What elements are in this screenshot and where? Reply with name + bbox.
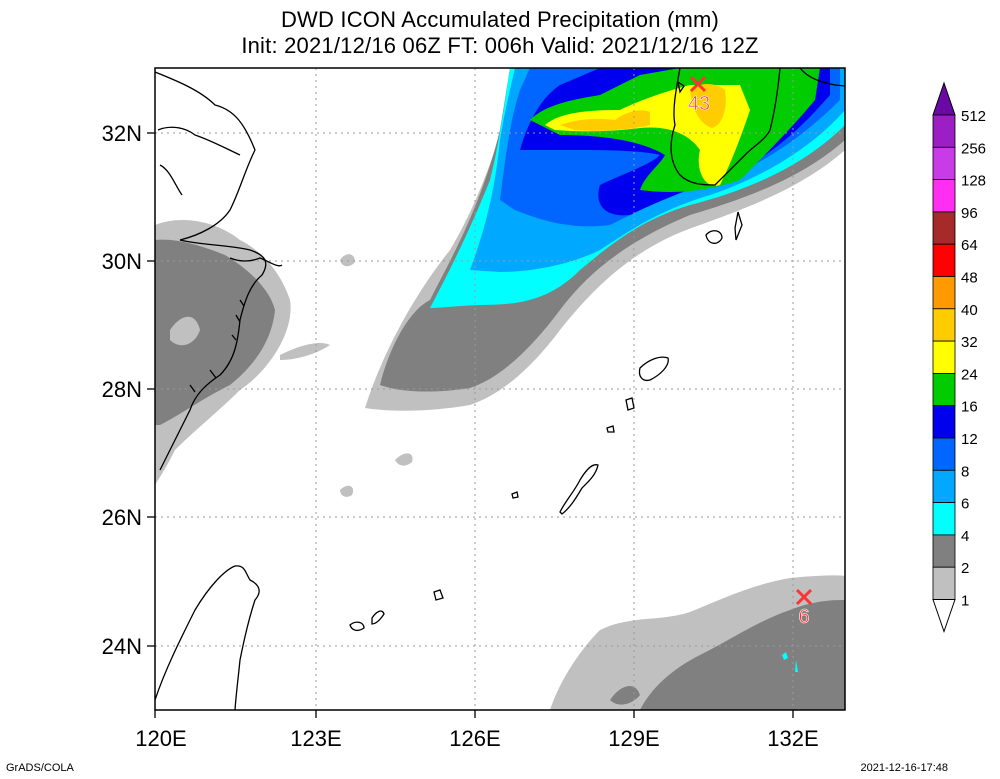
coast-hangzhou xyxy=(229,257,283,267)
precip-west-3 xyxy=(170,316,200,346)
colorbar-level-label: 256 xyxy=(961,140,986,157)
colorbar-level-label: 128 xyxy=(961,173,986,190)
y-axis-labels: 32N 30N 28N 26N 24N xyxy=(102,121,142,659)
colorbar-swatch xyxy=(932,502,956,536)
max-value-label: 6 xyxy=(798,606,809,628)
footer-timestamp: 2021-12-16-17:48 xyxy=(860,762,948,774)
colorbar-swatch xyxy=(932,211,956,245)
precip-se-4mm-b xyxy=(795,660,798,672)
colorbar-level-label: 1 xyxy=(961,593,969,610)
colorbar-swatch xyxy=(932,179,956,213)
colorbar-level-label: 32 xyxy=(961,334,978,351)
coast-kyushu xyxy=(670,68,781,186)
coast-okinoerabu xyxy=(625,397,635,411)
colorbar-swatch xyxy=(932,372,956,407)
max-value-label: 43 xyxy=(688,93,710,115)
colorbar-level-label: 8 xyxy=(961,463,969,480)
x-mark-icon xyxy=(795,588,813,606)
colorbar-level-label: 12 xyxy=(961,431,978,448)
coast-yangtze xyxy=(157,126,241,196)
precip-west-4 xyxy=(280,343,330,360)
coast-amami xyxy=(638,356,669,382)
x-tick-label: 132E xyxy=(767,726,818,751)
coast-islands-zj xyxy=(189,299,245,393)
x-axis-labels: 120E 123E 126E 129E 132E xyxy=(135,726,818,751)
y-tick-label: 32N xyxy=(102,121,142,146)
precip-west-6 xyxy=(395,453,413,466)
coast-ishigaki xyxy=(371,610,385,625)
colorbar-level-label: 48 xyxy=(961,270,978,287)
x-tick-label: 123E xyxy=(290,726,341,751)
coast-miyako xyxy=(433,589,444,601)
colorbar-swatch xyxy=(932,469,956,503)
colorbar-swatch xyxy=(932,340,956,374)
colorbar-swatch xyxy=(932,437,956,471)
map-title: DWD ICON Accumulated Precipitation (mm) xyxy=(280,7,720,32)
coast-taiwan xyxy=(155,565,260,710)
precip-west-5 xyxy=(340,254,355,267)
coast-yoron xyxy=(606,425,615,433)
coast-mainland xyxy=(155,71,267,471)
colorbar-level-label: 512 xyxy=(961,108,986,125)
colorbar-swatch xyxy=(932,243,956,277)
max-marker-north: 43 xyxy=(688,75,710,115)
footer-credit: GrADS/COLA xyxy=(6,762,74,774)
coast-kumejima xyxy=(511,491,519,499)
y-tick-label: 26N xyxy=(102,505,142,530)
coast-tanegashima xyxy=(734,211,743,241)
precip-32mm xyxy=(560,110,650,131)
precip-se-2mm-b xyxy=(610,685,640,705)
precip-32mm-b xyxy=(690,84,726,128)
colorbar-level-label: 40 xyxy=(961,302,978,319)
precip-se-2mm xyxy=(640,600,845,710)
colorbar-level-label: 64 xyxy=(961,237,978,254)
colorbar-top-arrow xyxy=(932,81,956,116)
x-tick-label: 129E xyxy=(608,726,659,751)
colorbar-level-label: 2 xyxy=(961,560,969,577)
coast-yakushima xyxy=(705,230,723,244)
precipitation-field xyxy=(155,68,845,710)
x-tick-label: 126E xyxy=(449,726,500,751)
y-tick-label: 30N xyxy=(102,249,142,274)
x-tick-label: 120E xyxy=(135,726,186,751)
colorbar-level-label: 16 xyxy=(961,399,978,416)
colorbar-swatch xyxy=(932,308,956,342)
coastlines xyxy=(155,68,845,710)
precip-se-4mm xyxy=(782,652,788,660)
colorbar-swatch xyxy=(932,114,956,148)
precip-west-2 xyxy=(155,239,275,425)
colorbar-swatch xyxy=(932,534,956,568)
max-marker-south: 6 xyxy=(795,588,813,628)
colorbar-level-label: 4 xyxy=(961,528,969,545)
colorbar-bottom-arrow xyxy=(932,599,956,634)
coast-shikoku xyxy=(799,68,845,87)
tick-marks xyxy=(147,132,794,718)
y-tick-label: 24N xyxy=(102,634,142,659)
map-subtitle: Init: 2021/12/16 06Z FT: 006h Valid: 202… xyxy=(241,33,759,58)
coast-okinawa xyxy=(559,464,599,515)
colorbar-swatch xyxy=(932,276,956,310)
colorbar-swatch xyxy=(932,146,956,181)
coast-isl-kyushu-w xyxy=(677,80,685,94)
precip-west-7 xyxy=(340,485,354,497)
colorbar-swatch xyxy=(932,566,956,600)
x-mark-icon xyxy=(689,75,707,93)
colorbar-level-label: 24 xyxy=(961,366,978,383)
coast-iriomote xyxy=(349,621,365,632)
y-tick-label: 28N xyxy=(102,377,142,402)
colorbar-level-label: 6 xyxy=(961,496,969,513)
colorbar-level-label: 96 xyxy=(961,205,978,222)
gridlines xyxy=(155,68,845,710)
colorbar-swatch xyxy=(932,405,956,439)
